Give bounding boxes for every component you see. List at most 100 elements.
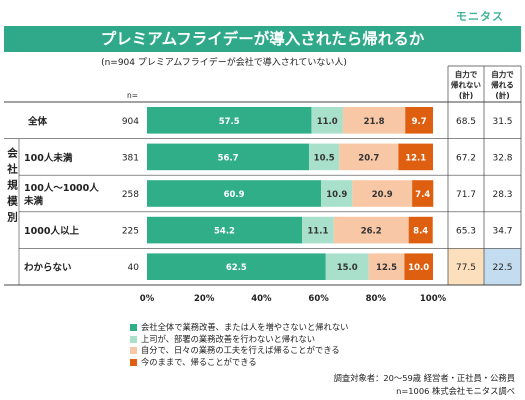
data-label: 26.2 xyxy=(361,227,382,237)
data-label: 10.5 xyxy=(314,153,335,163)
data-label: 9.7 xyxy=(412,117,427,127)
total-cannot: 77.5 xyxy=(456,263,476,273)
bar-segment xyxy=(147,253,326,280)
col-header-can: 帰れる xyxy=(491,80,514,90)
legend-swatch xyxy=(130,358,137,366)
category-label: わからない xyxy=(24,263,72,274)
data-label: 7.4 xyxy=(415,190,430,200)
bar-segment xyxy=(333,216,409,244)
x-tick-label: 40% xyxy=(251,294,272,304)
legend-swatch xyxy=(130,347,137,355)
n-value: 904 xyxy=(122,117,139,127)
total-can: 32.8 xyxy=(492,153,512,163)
data-label: 21.8 xyxy=(364,117,385,127)
data-label: 60.9 xyxy=(224,190,245,200)
category-label: 100人～1000人 xyxy=(24,182,99,194)
category-label: 100人未満 xyxy=(24,152,73,164)
bar-segment xyxy=(412,180,434,207)
brand-logo: モニタス xyxy=(456,10,504,23)
data-label: 56.7 xyxy=(218,153,239,163)
bar-segment xyxy=(302,216,334,244)
data-label: 57.5 xyxy=(219,117,240,127)
total-can: 22.5 xyxy=(492,263,512,273)
group-label: 規 xyxy=(7,179,18,192)
legend-label: 会社全体で業務改善、または人を増やさないと帰れない xyxy=(141,322,349,332)
footnote-survey: 調査対象者：20～59歳 経営者・正社員・公務員 xyxy=(333,373,515,383)
data-label: 20.7 xyxy=(358,153,379,163)
data-label: 15.0 xyxy=(337,263,358,273)
n-value: 225 xyxy=(122,227,139,237)
data-label: 11.0 xyxy=(317,117,338,127)
data-label: 8.4 xyxy=(413,227,428,237)
bar-segment xyxy=(147,216,303,244)
x-tick-label: 100% xyxy=(420,294,447,304)
bar-segment xyxy=(404,253,433,280)
total-cannot: 67.2 xyxy=(456,153,476,163)
legend-label: 上司が、部署の業務改善を行わないと帰れない xyxy=(141,333,316,344)
bar-segment xyxy=(147,143,310,171)
col-header-cannot: (計) xyxy=(459,90,473,100)
group-label: 会 xyxy=(7,147,18,160)
group-label: 別 xyxy=(6,211,18,224)
legend-item: 上司が、部署の業務改善を行わないと帰れない xyxy=(130,334,348,346)
highlight-cell-cannot xyxy=(448,248,484,285)
x-tick-label: 60% xyxy=(308,294,329,304)
total-can: 31.5 xyxy=(492,117,512,127)
bar-segment xyxy=(405,107,433,134)
x-tick-label: 80% xyxy=(366,294,387,304)
legend-item: 今のままで、帰ることができる xyxy=(130,357,348,369)
footnote-source: n=1006 株式会社モニタス調べ xyxy=(396,386,515,396)
bar-segment xyxy=(325,253,369,280)
data-label: 20.9 xyxy=(372,190,393,200)
category-label: 全体 xyxy=(27,115,48,127)
legend-swatch xyxy=(130,324,137,332)
bar-segment xyxy=(342,107,406,134)
total-cannot: 71.7 xyxy=(456,190,476,200)
bar-segment xyxy=(408,216,433,244)
group-label: 社 xyxy=(6,163,18,176)
data-label: 10.9 xyxy=(326,190,347,200)
n-value: 40 xyxy=(128,263,140,273)
data-label: 11.1 xyxy=(307,227,328,237)
legend-item: 会社全体で業務改善、または人を増やさないと帰れない xyxy=(130,322,348,334)
highlight-cell-can xyxy=(484,248,521,285)
bar-segment xyxy=(339,143,399,171)
n-header: n= xyxy=(127,91,138,100)
bar-segment xyxy=(309,143,340,171)
data-label: 62.5 xyxy=(226,263,247,273)
n-value: 381 xyxy=(122,153,139,163)
total-can: 34.7 xyxy=(492,227,512,237)
category-label: 1000人以上 xyxy=(24,225,79,237)
category-label: 未満 xyxy=(23,195,44,207)
group-label: 模 xyxy=(7,195,18,208)
total-cannot: 65.3 xyxy=(456,227,476,237)
x-tick-label: 0% xyxy=(140,294,155,304)
col-header-can: (計) xyxy=(495,90,509,100)
col-header-cannot: 帰れない xyxy=(451,80,481,90)
chart-subtitle: (n=904 プレミアムフライデーが会社で導入されていない人) xyxy=(101,58,347,68)
chart-title: プレミアムフライデーが導入されたら帰れるか xyxy=(100,30,425,48)
col-header-cannot: 自力で xyxy=(455,69,478,79)
n-value: 258 xyxy=(122,190,139,200)
bar-segment xyxy=(398,143,433,171)
col-header-can: 自力で xyxy=(491,69,514,79)
legend-label: 今のままで、帰ることができる xyxy=(141,356,257,367)
bar-segment xyxy=(321,180,353,207)
data-label: 12.1 xyxy=(405,153,426,163)
bar-segment xyxy=(352,180,413,207)
bar-segment xyxy=(311,107,343,134)
legend-swatch xyxy=(130,335,137,343)
title-banner: プレミアムフライデーが導入されたら帰れるか xyxy=(4,26,521,52)
x-tick-label: 20% xyxy=(194,294,215,304)
bar-segment xyxy=(368,253,405,280)
legend-label: 自分で、日々の業務の工夫を行えば帰ることができる xyxy=(141,345,340,355)
data-label: 12.5 xyxy=(376,263,397,273)
data-label: 10.0 xyxy=(408,263,429,273)
bar-segment xyxy=(147,180,322,207)
legend: 会社全体で業務改善、または人を増やさないと帰れない 上司が、部署の業務改善を行わな… xyxy=(130,322,348,368)
legend-item: 自分で、日々の業務の工夫を行えば帰ることができる xyxy=(130,345,348,357)
total-can: 28.3 xyxy=(492,190,512,200)
bar-segment xyxy=(147,107,312,134)
data-label: 54.2 xyxy=(214,227,235,237)
